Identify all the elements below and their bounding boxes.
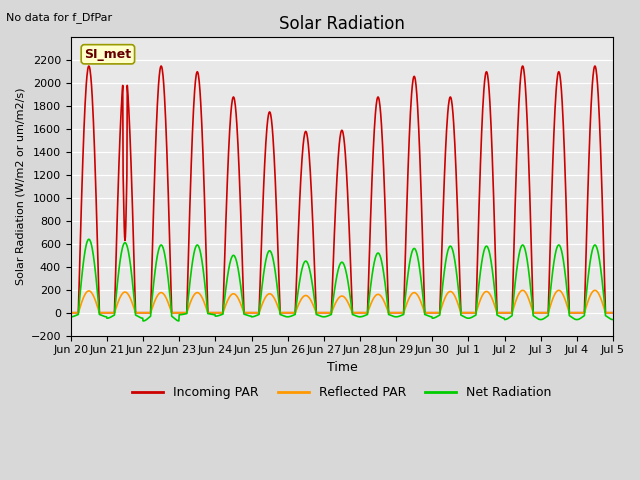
- Y-axis label: Solar Radiation (W/m2 or um/m2/s): Solar Radiation (W/m2 or um/m2/s): [15, 88, 25, 285]
- X-axis label: Time: Time: [326, 361, 357, 374]
- Text: No data for f_DfPar: No data for f_DfPar: [6, 12, 113, 23]
- Title: Solar Radiation: Solar Radiation: [279, 15, 405, 33]
- Legend: Incoming PAR, Reflected PAR, Net Radiation: Incoming PAR, Reflected PAR, Net Radiati…: [127, 381, 557, 404]
- Text: SI_met: SI_met: [84, 48, 131, 61]
